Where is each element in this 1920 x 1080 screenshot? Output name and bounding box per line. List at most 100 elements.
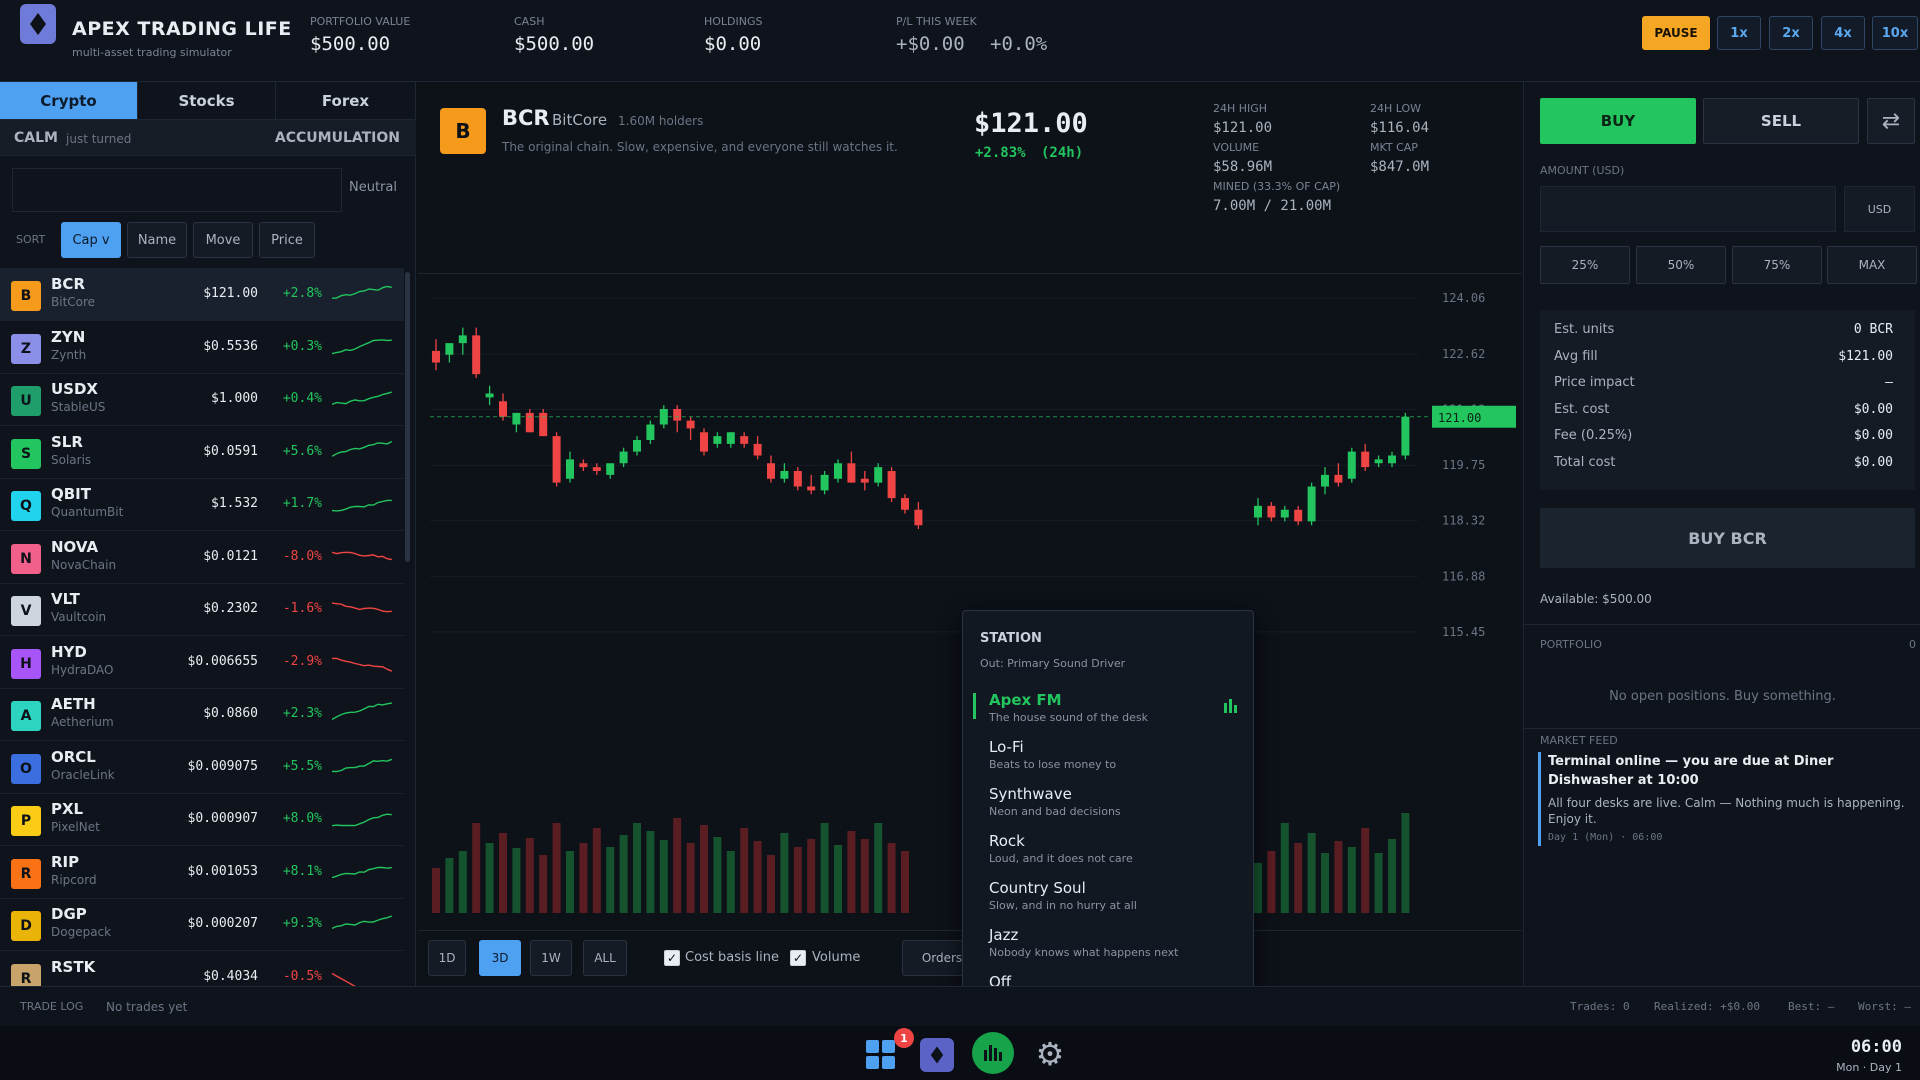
submit-buy-button[interactable]: BUY BCR	[1540, 508, 1915, 568]
asset-row-rip[interactable]: R RIP Ripcord $0.001053 +8.1%	[0, 846, 404, 899]
pct-max-button[interactable]: MAX	[1827, 246, 1917, 284]
volume-bar	[820, 823, 829, 913]
speed-10x-button[interactable]: 10x	[1872, 16, 1918, 50]
asset-change: +2.3%	[282, 706, 322, 721]
candle-body	[592, 467, 601, 471]
buy-tab[interactable]: BUY	[1540, 98, 1696, 144]
candle-body	[1401, 416, 1410, 456]
volume-bar	[606, 847, 615, 913]
low-value: $116.04	[1370, 120, 1430, 136]
volume-bar	[780, 833, 789, 913]
asset-fullname: BitCore	[51, 295, 96, 309]
asset-symbol: VLT	[51, 590, 80, 608]
swap-icon[interactable]: ⇄	[1867, 98, 1915, 144]
range-1w-button[interactable]: 1W	[530, 940, 572, 976]
station-name: Country Soul	[989, 879, 1086, 897]
tab-forex[interactable]: Forex	[276, 82, 416, 120]
range-3d-button[interactable]: 3D	[479, 940, 521, 976]
estimate-label: Est. units	[1554, 322, 1615, 337]
pause-button[interactable]: PAUSE	[1642, 16, 1710, 50]
asset-row-vlt[interactable]: V VLT Vaultcoin $0.2302 -1.6%	[0, 583, 404, 636]
station-item-synthwave[interactable]: Synthwave Neon and bad decisions	[963, 781, 1253, 828]
volume-bar	[1267, 851, 1276, 913]
estimate-label: Total cost	[1554, 454, 1616, 470]
sort-move-button[interactable]: Move	[193, 222, 253, 258]
estimate-value: $0.00	[1853, 428, 1893, 443]
currency-selector[interactable]: USD	[1844, 186, 1915, 232]
asset-row-usdx[interactable]: U USDX StableUS $1.000 +0.4%	[0, 373, 404, 426]
speed-1x-button[interactable]: 1x	[1717, 16, 1761, 50]
settings-gear-icon[interactable]: ⚙	[1035, 1035, 1065, 1073]
speed-2x-button[interactable]: 2x	[1769, 16, 1813, 50]
station-desc: Nobody knows what happens next	[989, 946, 1179, 959]
tab-crypto[interactable]: Crypto	[0, 82, 138, 120]
tab-stocks[interactable]: Stocks	[138, 82, 276, 120]
regime-state: CALM	[14, 130, 58, 146]
candle-body	[525, 412, 534, 433]
holdings-value: $0.00	[704, 33, 762, 55]
range-1d-button[interactable]: 1D	[428, 940, 466, 976]
sort-price-button[interactable]: Price	[259, 222, 315, 258]
candle-body	[619, 451, 628, 464]
current-price-tag	[1432, 405, 1516, 428]
pct-25-button[interactable]: 25%	[1540, 246, 1630, 284]
pct-75-button[interactable]: 75%	[1732, 246, 1822, 284]
amount-input[interactable]	[1540, 186, 1836, 232]
asset-list-scrollbar[interactable]	[405, 272, 410, 562]
asset-change: +5.5%	[282, 758, 322, 774]
volume-bar	[1388, 839, 1396, 913]
trading-app-icon[interactable]	[920, 1038, 954, 1072]
speed-4x-button[interactable]: 4x	[1821, 16, 1865, 50]
asset-symbol: QBIT	[51, 485, 91, 503]
candle-body	[1334, 474, 1343, 483]
pct-50-button[interactable]: 50%	[1636, 246, 1726, 284]
amount-label: AMOUNT (USD)	[1540, 164, 1625, 177]
portfolio-value-label: PORTFOLIO VALUE	[310, 15, 411, 28]
sell-tab[interactable]: SELL	[1703, 98, 1859, 144]
cost-basis-checkbox[interactable]: ✓	[664, 950, 680, 966]
asset-row-rstk[interactable]: R RSTK $0.4034 -0.5%	[0, 951, 404, 986]
asset-row-aeth[interactable]: A AETH Aetherium $0.0860 +2.3%	[0, 688, 404, 741]
station-item-lo-fi[interactable]: Lo-Fi Beats to lose money to	[963, 734, 1253, 781]
asset-header: B BCR BitCore 1.60M holders The original…	[418, 82, 1522, 274]
asset-row-nova[interactable]: N NOVA NovaChain $0.0121 -8.0%	[0, 531, 404, 584]
asset-fullname: Aetherium	[51, 715, 114, 729]
asset-row-dgp[interactable]: D DGP Dogepack $0.000207 +9.3%	[0, 898, 404, 951]
asset-row-bcr[interactable]: B BCR BitCore $121.00 +2.8%	[0, 268, 404, 321]
station-item-rock[interactable]: Rock Loud, and it does not care	[963, 828, 1253, 875]
pl-week-label: P/L THIS WEEK	[896, 15, 977, 28]
asset-badge: R	[11, 963, 41, 986]
station-name: Jazz	[989, 926, 1019, 944]
asset-row-zyn[interactable]: Z ZYN Zynth $0.5536 +0.3%	[0, 321, 404, 374]
asset-change: +1.7%	[282, 496, 322, 511]
asset-row-qbit[interactable]: Q QBIT QuantumBit $1.532 +1.7%	[0, 478, 404, 531]
cash-label: CASH	[514, 15, 545, 28]
sort-name-button[interactable]: Name	[127, 222, 187, 258]
radio-station-icon[interactable]	[972, 1032, 1014, 1074]
estimate-value: $0.00	[1853, 454, 1893, 470]
high-label: 24H HIGH	[1213, 102, 1268, 115]
volume-checkbox[interactable]: ✓	[790, 950, 806, 966]
feed-accent-bar	[1538, 752, 1541, 846]
candle-body	[753, 443, 762, 456]
station-item-jazz[interactable]: Jazz Nobody knows what happens next	[963, 922, 1253, 969]
candle-body	[700, 432, 708, 452]
asset-row-pxl[interactable]: P PXL PixelNet $0.000907 +8.0%	[0, 793, 404, 846]
station-item-country-soul[interactable]: Country Soul Slow, and in no hurry at all	[963, 875, 1253, 922]
volume-bar	[633, 823, 641, 913]
price-chart[interactable]: 124.06122.62121.19119.75118.32116.88115.…	[418, 277, 1522, 937]
apps-grid-icon[interactable]	[864, 1038, 898, 1072]
station-item-apex-fm[interactable]: Apex FM The house sound of the desk	[963, 687, 1253, 734]
asset-row-hyd[interactable]: H HYD HydraDAO $0.006655 -2.9%	[0, 636, 404, 689]
asset-symbol: BCR	[51, 275, 85, 293]
station-desc: The house sound of the desk	[989, 711, 1149, 724]
best-trade: Best: —	[1788, 1000, 1835, 1013]
holdings-label: HOLDINGS	[704, 15, 763, 28]
station-name: Rock	[989, 832, 1025, 850]
sort-cap-button[interactable]: Cap v	[61, 222, 121, 258]
asset-row-slr[interactable]: S SLR Solaris $0.0591 +5.6%	[0, 426, 404, 479]
asset-symbol: BCR	[502, 106, 550, 130]
range-all-button[interactable]: ALL	[583, 940, 627, 976]
asset-badge: V	[11, 596, 41, 626]
asset-row-orcl[interactable]: O ORCL OracleLink $0.009075 +5.5%	[0, 741, 404, 794]
